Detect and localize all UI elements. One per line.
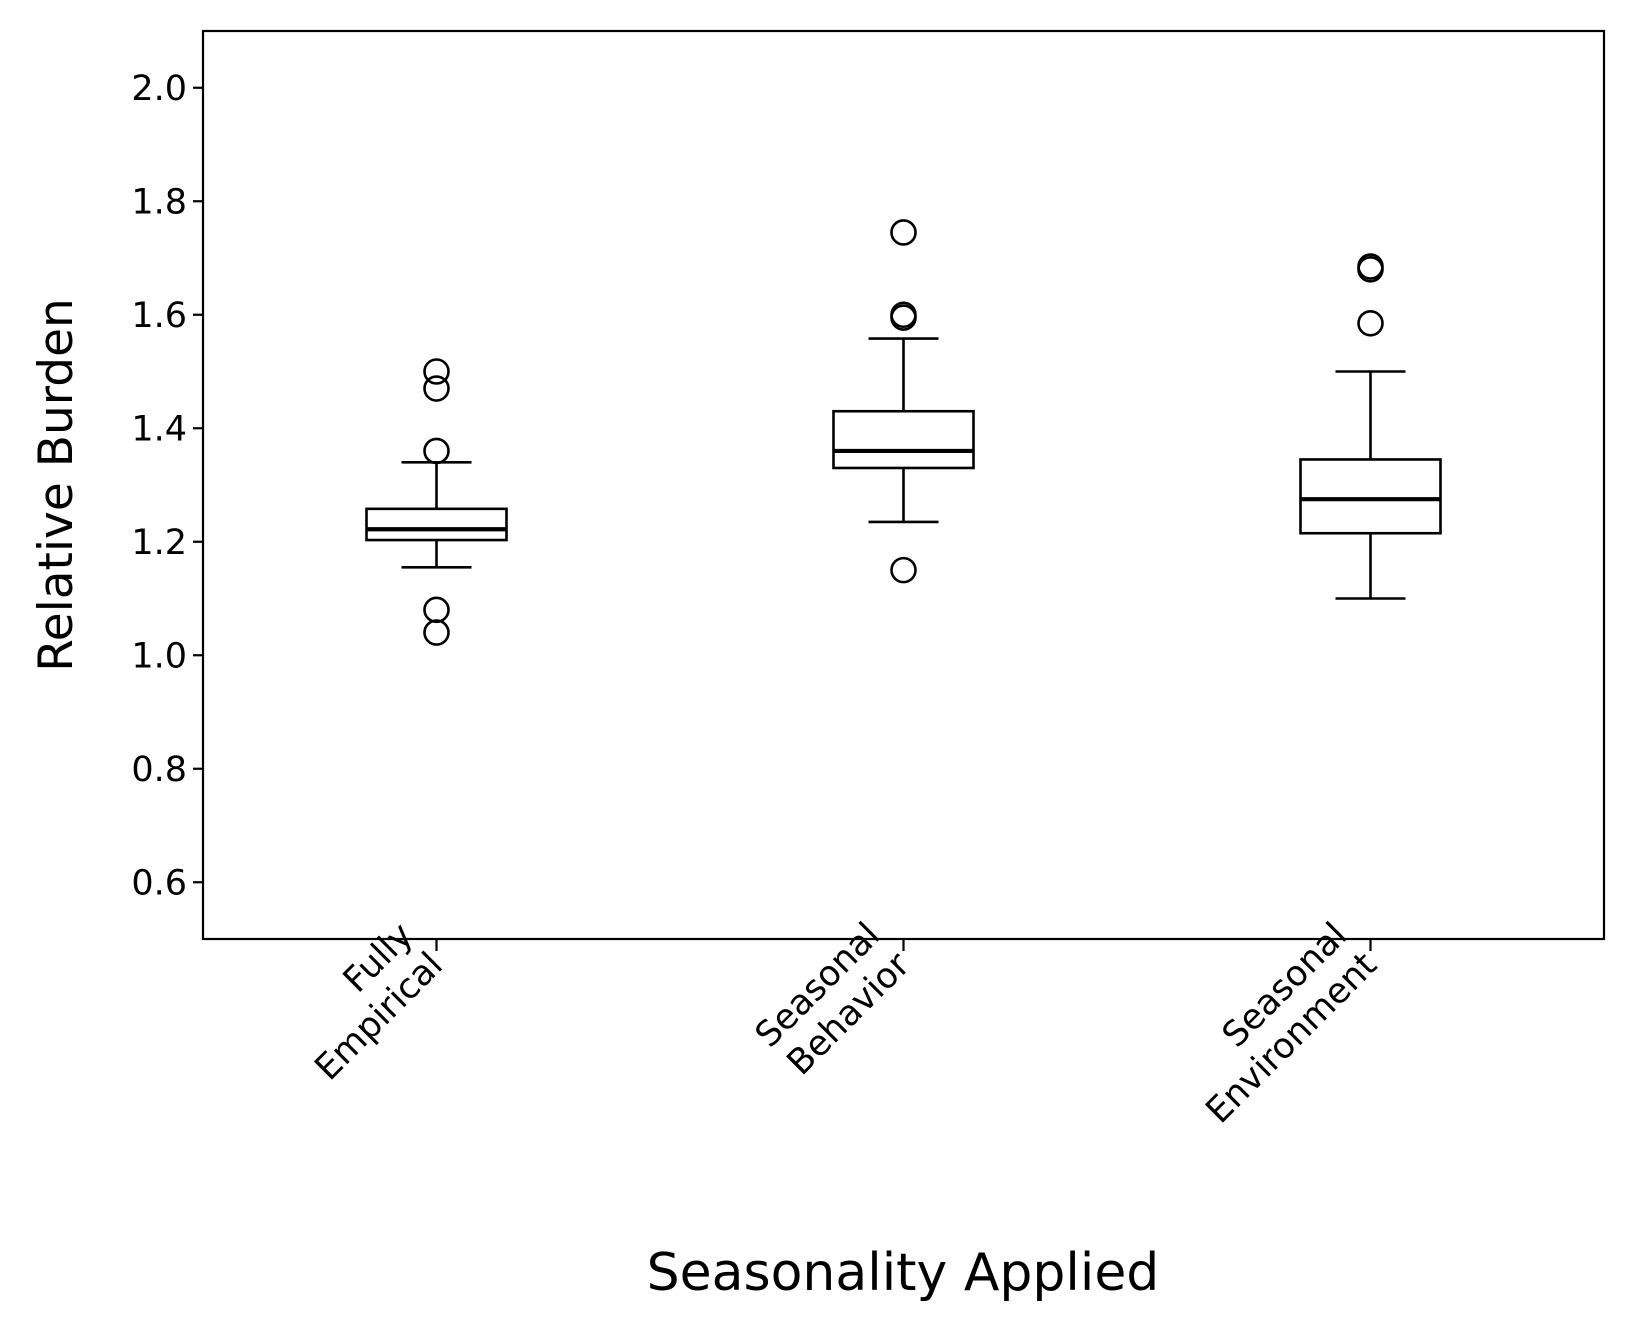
outlier-point: [423, 358, 450, 385]
y-tick-label: 1.6: [131, 296, 187, 336]
outlier-point: [890, 556, 917, 584]
iqr-box: [365, 507, 508, 542]
outlier-point: [423, 375, 450, 402]
y-axis-ticks: 0.6 0.8 1.0 1.2 1.4 1.6 1.8 2.0: [131, 69, 203, 903]
y-tick-label: 0.8: [131, 750, 187, 790]
outlier-point: [890, 219, 917, 246]
y-tick-label: 2.0: [131, 69, 187, 109]
box-group: [832, 219, 975, 584]
outlier-point: [890, 301, 917, 329]
y-tick-label: 0.6: [131, 863, 187, 903]
outlier-point: [423, 596, 450, 624]
box-group: [365, 358, 508, 646]
x-axis-label: Seasonality Applied: [647, 1243, 1160, 1303]
y-tick-label: 1.8: [131, 182, 187, 222]
iqr-box: [832, 409, 975, 470]
y-tick-label: 1.2: [131, 523, 187, 563]
box-group: [1299, 253, 1442, 600]
y-axis-label: Relative Burden: [29, 298, 84, 672]
plot-frame: [201, 29, 1606, 941]
x-tick-label: FullyEmpirical: [278, 915, 451, 1088]
y-tick-label: 1.0: [131, 636, 187, 676]
iqr-box: [1299, 458, 1442, 535]
x-axis-ticks: FullyEmpirical SeasonalBehavior SeasonalEn…: [278, 915, 1385, 1131]
outlier-point: [1357, 253, 1384, 280]
x-tick-label: SeasonalBehavior: [748, 915, 918, 1085]
boxes-layer: [365, 219, 1442, 646]
outlier-point: [1357, 309, 1384, 337]
y-tick-label: 1.4: [131, 409, 187, 449]
outlier-point: [423, 437, 450, 465]
outlier-point: [423, 619, 450, 646]
x-tick-label: SeasonalEnvironment: [1169, 915, 1385, 1131]
